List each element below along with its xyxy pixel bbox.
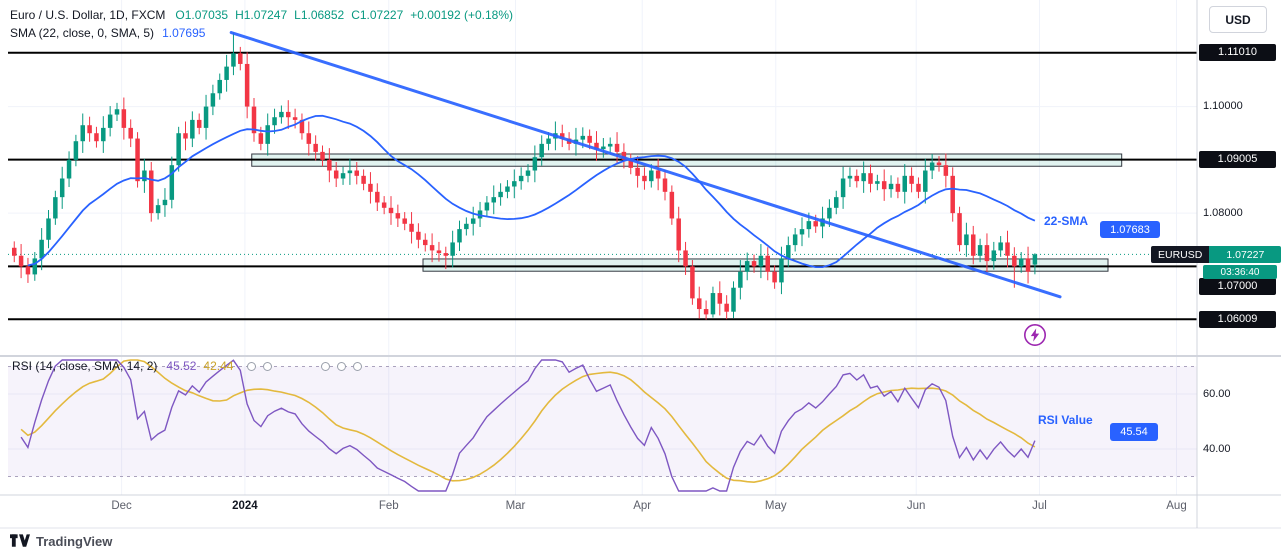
- rsi-axis-label: 40.00: [1203, 442, 1231, 455]
- price-level-badge: 1.07000: [1199, 277, 1276, 295]
- indicator-handle-icon: [337, 361, 347, 371]
- price-axis[interactable]: 1.11010 1.10000 1.09005 1.08000 1.07000 1.060…: [1197, 0, 1281, 528]
- support-resistance-lines[interactable]: [8, 51, 1197, 321]
- rsi-line: [20, 359, 1036, 492]
- price-axis-label: 1.08000: [1203, 206, 1243, 219]
- tradingview-logo-icon: [10, 534, 30, 547]
- currency-usd-button[interactable]: USD: [1209, 6, 1267, 33]
- sma-callout-label: 22-SMA: [1044, 214, 1089, 228]
- ohlc-close: C1.07227: [351, 8, 404, 22]
- rsi-value: 45.52: [166, 359, 197, 373]
- symbol-header: Euro / U.S. Dollar, 1D, FXCM O1.07035 H1.0…: [10, 8, 520, 22]
- price-change: +0.00192 (+0.18%): [410, 8, 513, 22]
- time-axis[interactable]: Dec 2024 Feb Mar Apr May Jun Jul Aug: [0, 498, 1197, 524]
- time-axis-label: Aug: [1166, 500, 1187, 512]
- time-axis-label: 2024: [232, 500, 258, 512]
- current-price-value: 1.07227: [1209, 246, 1281, 263]
- symbol-title[interactable]: Euro / U.S. Dollar, 1D, FXCM: [10, 8, 166, 22]
- ohlc-open: O1.07035: [175, 8, 229, 22]
- candlestick-series: [12, 32, 1038, 320]
- time-axis-label: Dec: [111, 500, 132, 512]
- indicator-handle-icon: [321, 361, 331, 371]
- price-level-badge: 1.11010: [1199, 44, 1276, 62]
- ohlc-low: L1.06852: [294, 8, 345, 22]
- current-price-badge: EURUSD 1.07227: [1151, 246, 1281, 263]
- indicator-handle-icon: [353, 361, 363, 371]
- rsi-ma-value: 42.44: [203, 359, 234, 373]
- current-price-symbol: EURUSD: [1151, 246, 1210, 263]
- lightning-boost-icon[interactable]: [1023, 323, 1047, 347]
- rsi-indicator-title[interactable]: RSI (14, close, SMA, 14, 2): [12, 359, 158, 373]
- time-axis-label: Jul: [1032, 500, 1047, 512]
- rsi-indicator-header: RSI (14, close, SMA, 14, 2) 45.52 42.44: [12, 359, 369, 373]
- rsi-callout-label: RSI Value: [1038, 413, 1093, 427]
- bar-countdown-badge: 03:36:40: [1203, 265, 1277, 279]
- tradingview-logo[interactable]: TradingView: [10, 534, 112, 549]
- rsi-band: [8, 366, 1197, 477]
- price-level-badge: 1.09005: [1199, 151, 1276, 169]
- tradingview-logo-text: TradingView: [36, 534, 113, 549]
- time-axis-label: Mar: [505, 500, 526, 512]
- rsi-ma-line: [20, 359, 1036, 484]
- price-level-badge: 1.06009: [1199, 310, 1276, 328]
- time-axis-label: Feb: [378, 500, 399, 512]
- ohlc-high: H1.07247: [235, 8, 288, 22]
- time-axis-label: Jun: [906, 500, 926, 512]
- sma-indicator-title[interactable]: SMA (22, close, 0, SMA, 5): [10, 26, 155, 40]
- time-axis-label: May: [764, 500, 787, 512]
- sma-indicator-value: 1.07695: [162, 26, 206, 40]
- rsi-axis-label: 60.00: [1203, 387, 1231, 400]
- indicator-handle-icon: [263, 361, 273, 371]
- price-axis-label: 1.10000: [1203, 100, 1243, 113]
- footer-bar: TradingView: [0, 529, 1281, 554]
- indicator-handle-icon: [247, 361, 257, 371]
- time-axis-label: Apr: [633, 500, 652, 512]
- sma-price-badge: 1.07683: [1100, 221, 1160, 238]
- rsi-value-badge: 45.54: [1110, 423, 1158, 441]
- pane-separators: [0, 0, 1281, 529]
- sma-indicator-header: SMA (22, close, 0, SMA, 5) 1.07695: [10, 26, 205, 40]
- grid-lines: [8, 0, 1197, 495]
- trendline[interactable]: [229, 31, 1062, 299]
